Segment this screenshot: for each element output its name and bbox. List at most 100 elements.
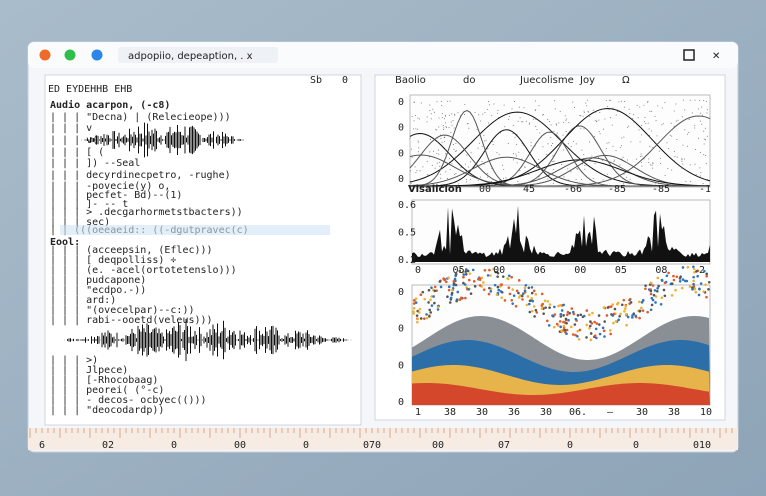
dot	[480, 276, 484, 280]
dot	[524, 166, 526, 168]
dot	[550, 136, 552, 138]
dot	[631, 316, 634, 319]
dot	[442, 125, 444, 127]
y-label: 0.2	[398, 255, 416, 266]
viewer-tool[interactable]: Juecolisme	[519, 75, 574, 86]
dot	[417, 311, 421, 314]
dot	[695, 270, 698, 273]
dot	[416, 128, 418, 130]
dot	[577, 124, 579, 126]
dot	[629, 178, 631, 180]
dot	[481, 160, 483, 162]
x-label: 05	[615, 265, 627, 276]
dot	[640, 301, 644, 304]
dot	[567, 143, 569, 145]
restore-icon[interactable]	[683, 49, 695, 61]
dot	[688, 118, 690, 120]
dot	[639, 155, 641, 157]
dot	[643, 158, 645, 160]
dot	[662, 288, 666, 292]
dot	[457, 112, 459, 114]
viewer-tool[interactable]: Ω	[622, 75, 630, 86]
dot	[446, 127, 448, 129]
dot	[445, 122, 447, 124]
y-label: 0	[398, 287, 404, 298]
dot	[701, 123, 703, 125]
dot	[682, 144, 684, 146]
dot	[612, 178, 614, 180]
dot	[455, 142, 457, 144]
dot	[428, 308, 432, 312]
dot	[458, 269, 462, 273]
dot	[446, 177, 448, 179]
dot	[575, 143, 577, 145]
dot	[456, 290, 460, 294]
dot	[553, 325, 556, 329]
dot	[703, 138, 705, 140]
dot	[564, 317, 568, 321]
close-dot[interactable]	[39, 49, 51, 61]
dot	[452, 280, 456, 283]
dot	[684, 158, 686, 160]
dot	[412, 312, 416, 315]
close-icon[interactable]: ✕	[712, 51, 720, 62]
dot	[454, 150, 456, 152]
dot	[487, 292, 491, 296]
dot	[521, 121, 523, 123]
dot	[632, 114, 634, 116]
toolbar-button[interactable]: 0	[342, 75, 348, 86]
dot	[430, 113, 432, 115]
dot	[626, 315, 630, 319]
dot	[563, 176, 565, 178]
dot	[443, 127, 445, 129]
dot	[440, 177, 442, 179]
dot	[597, 323, 601, 326]
tab[interactable]	[118, 47, 278, 63]
dot	[570, 171, 572, 173]
x-label: 45	[523, 184, 535, 195]
dot	[531, 299, 535, 303]
dot	[491, 181, 493, 183]
dot	[651, 164, 653, 166]
viewer-tool[interactable]: Joy	[579, 75, 595, 86]
toolbar-button[interactable]: Sb	[310, 75, 322, 86]
dot	[670, 122, 672, 124]
dot	[497, 288, 501, 292]
dot	[454, 272, 458, 276]
dot	[501, 275, 505, 278]
dot	[452, 143, 454, 145]
x-label: 06.	[569, 407, 587, 418]
dot	[488, 268, 491, 272]
dot	[674, 156, 676, 158]
dot	[657, 105, 659, 107]
dot	[427, 174, 429, 176]
dot	[533, 315, 536, 318]
dot	[493, 103, 495, 105]
viewer-tool[interactable]: Baolio	[395, 75, 426, 86]
curve	[409, 159, 711, 187]
dot	[515, 155, 517, 157]
dot	[414, 166, 416, 168]
dot	[578, 328, 582, 332]
viewer-tool[interactable]: do	[463, 75, 475, 86]
dot	[521, 292, 525, 296]
dot	[583, 154, 585, 156]
dot	[703, 154, 705, 156]
x-label: -85	[608, 184, 626, 195]
dot	[671, 169, 673, 171]
dot	[681, 158, 683, 160]
max-dot[interactable]	[91, 49, 103, 61]
dot	[438, 153, 440, 155]
dot	[468, 127, 470, 129]
dot	[488, 104, 490, 106]
dot	[576, 335, 579, 338]
dot	[565, 328, 569, 332]
dot	[487, 176, 489, 178]
y-label: 0	[398, 360, 404, 371]
min-dot[interactable]	[64, 49, 76, 61]
dot	[609, 305, 613, 308]
dot	[418, 141, 420, 143]
dot	[480, 176, 482, 178]
dot	[418, 307, 422, 311]
dot	[704, 139, 706, 141]
